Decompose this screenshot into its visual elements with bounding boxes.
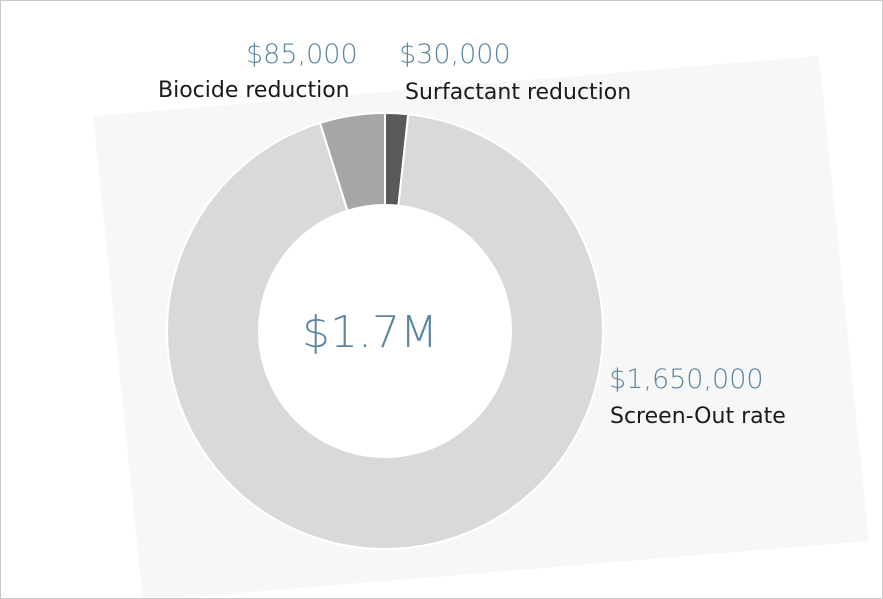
- biocide-name-label: Biocide reduction: [158, 78, 350, 103]
- screenout-value-label: $1,650,000: [609, 364, 764, 395]
- center-total-label: $1.7M: [302, 307, 438, 358]
- biocide-value-label: $85,000: [246, 39, 358, 70]
- surfactant-value-label: $30,000: [399, 39, 511, 70]
- donut-hole: [258, 204, 512, 458]
- screenout-name-label: Screen-Out rate: [610, 404, 786, 429]
- surfactant-name-label: Surfactant reduction: [405, 80, 631, 105]
